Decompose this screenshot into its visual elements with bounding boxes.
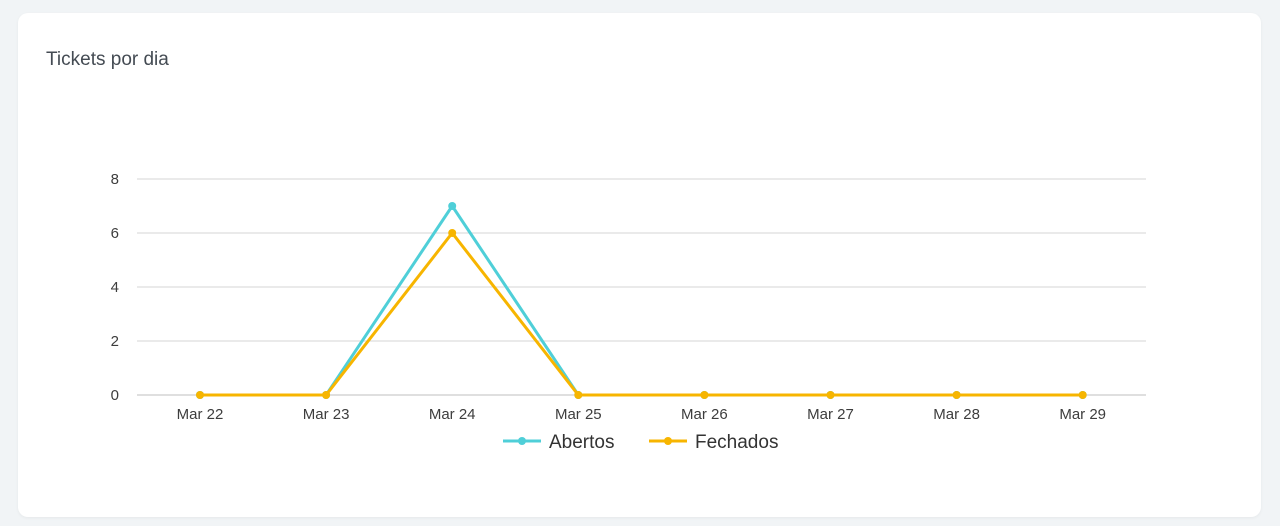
data-point[interactable] <box>826 391 835 399</box>
y-tick-label: 0 <box>111 387 119 404</box>
x-tick-label: Mar 27 <box>807 406 854 423</box>
chart-card: Tickets por dia <box>18 13 1261 517</box>
x-tick-label: Mar 28 <box>933 406 980 423</box>
x-tick-label: Mar 22 <box>177 406 224 423</box>
series-line-abertos <box>200 203 1083 397</box>
data-point[interactable] <box>448 202 457 210</box>
legend-label: Fechados <box>695 432 778 453</box>
legend-label: Abertos <box>549 432 614 453</box>
legend-swatch-dot <box>664 437 672 445</box>
card-title: Tickets por dia <box>46 49 169 70</box>
y-tick-label: 8 <box>111 171 119 188</box>
grid-lines <box>137 178 1146 396</box>
x-tick-label: Mar 25 <box>555 406 602 423</box>
x-tick-label: Mar 26 <box>681 406 728 423</box>
data-point[interactable] <box>574 391 583 399</box>
y-tick-label: 4 <box>111 279 119 296</box>
x-tick-label: Mar 29 <box>1059 406 1106 423</box>
legend-item-abertos[interactable]: Abertos <box>503 432 614 453</box>
series-layer <box>196 202 1087 399</box>
legend[interactable]: Abertos Fechados <box>503 432 778 453</box>
data-point[interactable] <box>700 391 709 399</box>
y-axis-ticks: 0 2 4 6 8 <box>111 171 119 404</box>
series-abertos <box>196 202 1087 399</box>
legend-item-fechados[interactable]: Fechados <box>649 432 778 453</box>
series-line-fechados <box>200 230 1083 397</box>
legend-swatch-dot <box>518 437 526 445</box>
data-point[interactable] <box>952 391 961 399</box>
x-tick-label: Mar 23 <box>303 406 350 423</box>
data-point[interactable] <box>196 391 204 399</box>
data-point[interactable] <box>322 391 331 399</box>
y-tick-label: 6 <box>111 225 119 242</box>
data-point[interactable] <box>448 229 457 237</box>
data-point[interactable] <box>1078 391 1087 399</box>
y-tick-label: 2 <box>111 333 119 350</box>
x-tick-label: Mar 24 <box>429 406 476 423</box>
x-axis-ticks: Mar 22 Mar 23 Mar 24 Mar 25 Mar 26 Mar 27 Mar … <box>177 406 1106 423</box>
series-fechados <box>196 229 1087 399</box>
